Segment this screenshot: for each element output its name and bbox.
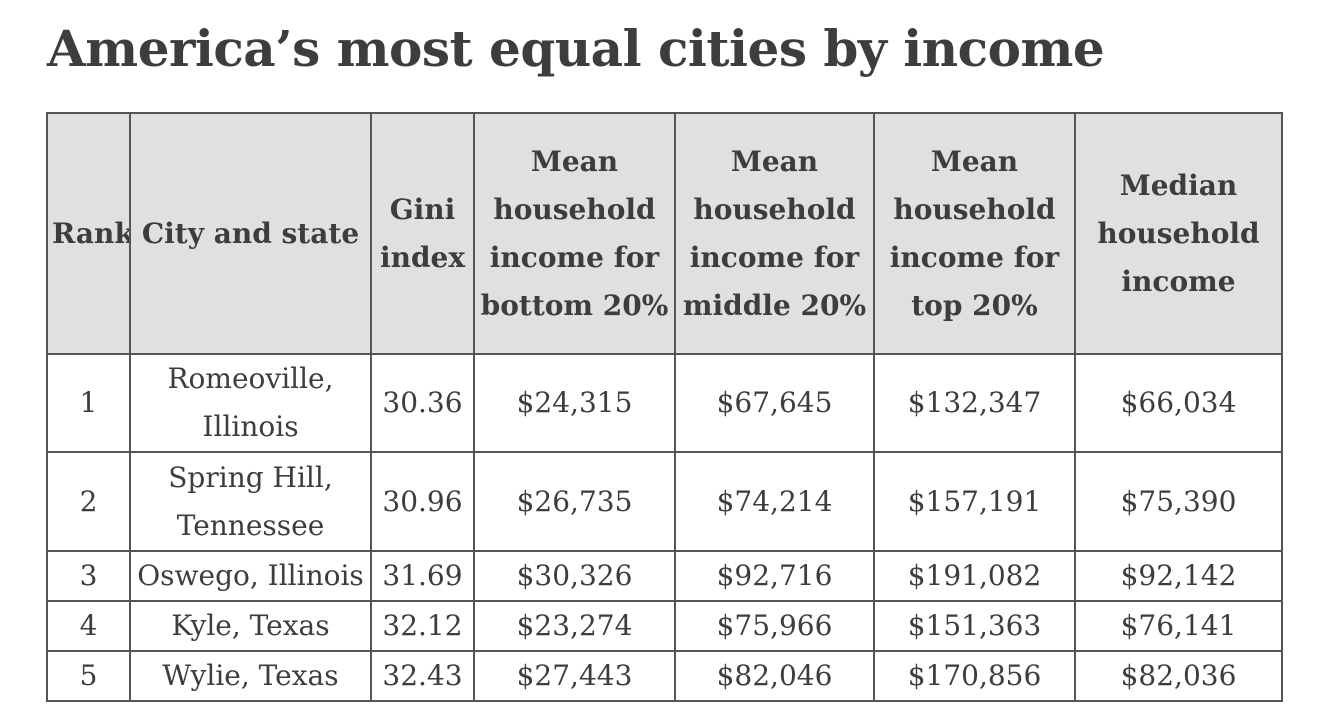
table-cell: 31.69 bbox=[370, 550, 475, 602]
table-cell: $151,363 bbox=[873, 600, 1076, 652]
column-header: Mean household income for top 20% bbox=[873, 112, 1076, 355]
table-cell: $27,443 bbox=[473, 650, 676, 702]
table-cell: 30.36 bbox=[370, 353, 475, 453]
table-cell: $74,214 bbox=[674, 451, 875, 552]
table-cell: $132,347 bbox=[873, 353, 1076, 453]
table-cell: $92,142 bbox=[1074, 550, 1283, 602]
table-cell: 5 bbox=[46, 650, 131, 702]
table-cell: $23,274 bbox=[473, 600, 676, 652]
column-header: Rank bbox=[46, 112, 131, 355]
table-cell: $82,036 bbox=[1074, 650, 1283, 702]
table-row: 1 Romeoville, Illinois 30.36 $24,315 $67,645… bbox=[46, 353, 1283, 453]
page-title: America’s most equal cities by income bbox=[47, 19, 1105, 78]
table-cell: $26,735 bbox=[473, 451, 676, 552]
table-cell: $82,046 bbox=[674, 650, 875, 702]
table-cell: 4 bbox=[46, 600, 131, 652]
table-cell: $75,966 bbox=[674, 600, 875, 652]
table-cell: 32.43 bbox=[370, 650, 475, 702]
table-cell: $92,716 bbox=[674, 550, 875, 602]
table-cell: $170,856 bbox=[873, 650, 1076, 702]
table-cell: Spring Hill, Tennessee bbox=[129, 451, 372, 552]
table-cell: $30,326 bbox=[473, 550, 676, 602]
table-cell: $67,645 bbox=[674, 353, 875, 453]
column-header: Mean household income for middle 20% bbox=[674, 112, 875, 355]
table-cell: Kyle, Texas bbox=[129, 600, 372, 652]
table-row: 5 Wylie, Texas 32.43 $27,443 $82,046 $170,856… bbox=[46, 650, 1283, 702]
column-header: Median household income bbox=[1074, 112, 1283, 355]
table-row: 2 Spring Hill, Tennessee 30.96 $26,735 $74,2… bbox=[46, 451, 1283, 552]
table-cell: 1 bbox=[46, 353, 131, 453]
table-cell: $75,390 bbox=[1074, 451, 1283, 552]
table-cell: 32.12 bbox=[370, 600, 475, 652]
table-cell: $24,315 bbox=[473, 353, 676, 453]
column-header: Mean household income for bottom 20% bbox=[473, 112, 676, 355]
table-cell: 2 bbox=[46, 451, 131, 552]
header-row: Rank City and state Gini index Mean househo… bbox=[46, 112, 1283, 355]
table-cell: Romeoville, Illinois bbox=[129, 353, 372, 453]
table-cell: Wylie, Texas bbox=[129, 650, 372, 702]
table-row: 3 Oswego, Illinois 31.69 $30,326 $92,716 $191… bbox=[46, 550, 1283, 602]
table-cell: $66,034 bbox=[1074, 353, 1283, 453]
table-cell: 3 bbox=[46, 550, 131, 602]
income-table: Rank City and state Gini index Mean househo… bbox=[46, 112, 1283, 702]
column-header: City and state bbox=[129, 112, 372, 355]
table-row: 4 Kyle, Texas 32.12 $23,274 $75,966 $151,363 $… bbox=[46, 600, 1283, 652]
table-cell: $157,191 bbox=[873, 451, 1076, 552]
table-cell: Oswego, Illinois bbox=[129, 550, 372, 602]
table-cell: $191,082 bbox=[873, 550, 1076, 602]
table-cell: 30.96 bbox=[370, 451, 475, 552]
table-cell: $76,141 bbox=[1074, 600, 1283, 652]
column-header: Gini index bbox=[370, 112, 475, 355]
